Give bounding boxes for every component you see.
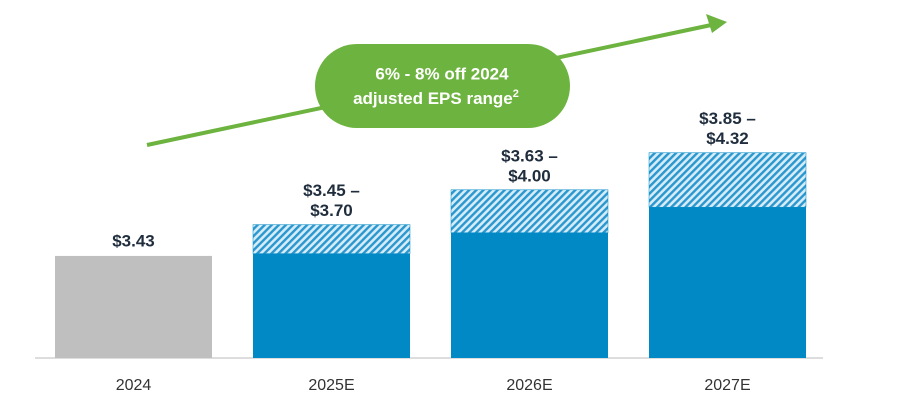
value-label: $3.45 – [303,181,360,200]
annotation-line: adjusted EPS range2 [353,88,519,109]
x-tick-label: 2025E [308,377,354,394]
value-label: $3.85 – [699,109,756,128]
annotation-text: adjusted EPS range [353,89,513,108]
range-bar [450,189,609,233]
range-bar [252,224,411,254]
value-label: $3.70 [310,201,353,220]
bar [451,232,608,358]
annotation-box [315,44,570,128]
annotation-superscript: 2 [513,88,519,100]
annotation-line: 6% - 8% off 2024 [375,64,509,83]
bar [253,253,410,358]
x-tick-label: 2024 [116,377,152,394]
bar [649,207,806,358]
bar [55,255,212,358]
value-label: $4.32 [706,129,749,148]
x-tick-label: 2027E [704,377,750,394]
range-bar [648,152,807,208]
x-tick-label: 2026E [506,377,552,394]
value-label: $3.63 – [501,146,558,165]
value-label: $3.43 [112,231,155,250]
value-label: $4.00 [508,166,551,185]
arrow-head [706,14,727,33]
